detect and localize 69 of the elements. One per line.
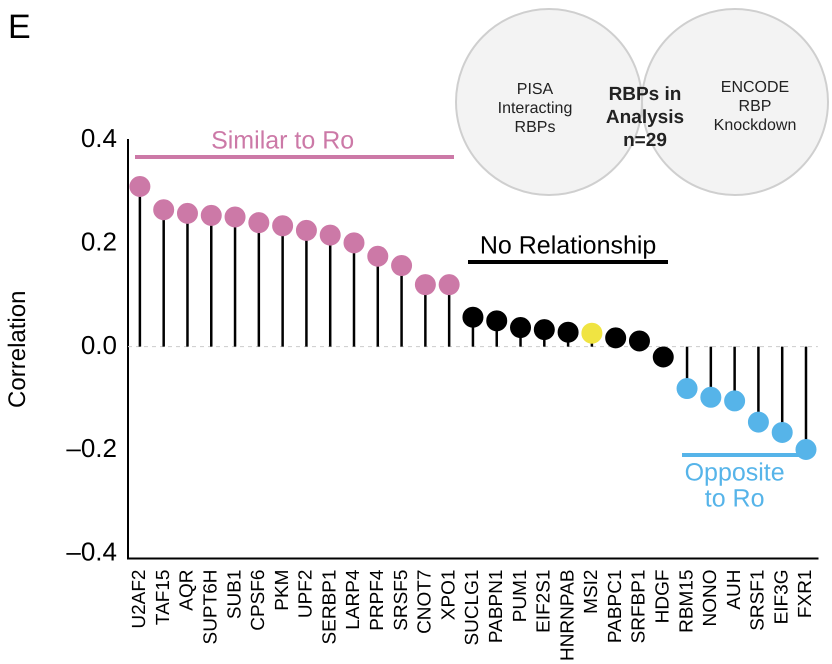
x-tick-label: CNOT7 xyxy=(414,570,436,634)
point xyxy=(344,232,364,254)
x-tick-label: EIF2S1 xyxy=(534,570,555,633)
x-tick-label: SUB1 xyxy=(224,570,246,620)
point xyxy=(558,322,579,343)
point xyxy=(438,274,460,296)
x-tick-label: SUCLG1 xyxy=(462,570,484,646)
point xyxy=(748,412,769,433)
point xyxy=(724,390,746,412)
point xyxy=(129,176,150,197)
x-tick-label: EIF3G xyxy=(771,570,792,624)
point xyxy=(628,330,650,352)
x-tick-label: PRPF4 xyxy=(367,569,388,631)
x-tick-label: TAF15 xyxy=(152,570,174,626)
x-tick-label: XPO1 xyxy=(438,570,460,620)
venn-diagram: PISA Interacting RBPs RBPs in Analysis n=29 ENCODE RBP Knockdown xyxy=(455,8,831,200)
x-tick-label: FXR1 xyxy=(795,570,816,618)
point xyxy=(248,212,270,234)
x-tick-label: RBM15 xyxy=(676,570,698,633)
point xyxy=(534,319,555,340)
x-tick-label: HNRNPAB xyxy=(557,570,578,662)
x-tick-label: PABPN1 xyxy=(486,570,507,644)
point xyxy=(176,202,198,224)
y-tick-label: 0.4 xyxy=(80,123,117,154)
x-tick-label: PABPC1 xyxy=(604,570,626,644)
point xyxy=(462,306,484,328)
annotation: No Relationship xyxy=(480,231,656,260)
x-tick-label: U2AF2 xyxy=(129,570,150,629)
x-tick-label: SUPT6H xyxy=(200,570,222,644)
x-tick-label: AUH xyxy=(724,570,745,610)
point xyxy=(772,422,793,443)
point xyxy=(700,386,722,408)
y-tick-label: –0.4 xyxy=(66,536,117,567)
chart-title: E xyxy=(8,8,31,47)
point xyxy=(605,327,626,348)
x-tick-label: NONO xyxy=(700,570,722,627)
x-tick-label: LARP4 xyxy=(343,569,364,630)
annotation: Opposite to Ro xyxy=(684,458,785,512)
y-tick-label: –0.2 xyxy=(66,433,117,464)
x-tick-label: UPF2 xyxy=(296,570,317,618)
point xyxy=(320,224,341,246)
x-tick-label: MSI2 xyxy=(581,570,602,614)
x-tick-label: SRFBP1 xyxy=(628,570,650,644)
point xyxy=(510,317,532,338)
point xyxy=(391,255,412,276)
x-tick-label: AQR xyxy=(176,570,198,611)
x-tick-label: PUM1 xyxy=(510,570,531,622)
point xyxy=(486,310,508,332)
x-tick-label: CPSF6 xyxy=(248,570,270,631)
y-tick-label: 0.0 xyxy=(80,330,117,360)
x-tick-label: HDGF xyxy=(652,570,674,624)
x-tick-label: SRSF5 xyxy=(390,570,412,631)
point xyxy=(676,378,698,400)
point xyxy=(272,215,294,236)
point xyxy=(414,274,436,296)
x-tick-label: SRSF1 xyxy=(748,570,769,631)
point xyxy=(200,204,222,226)
y-tick-label: 0.2 xyxy=(80,226,117,257)
point xyxy=(296,220,317,241)
y-axis-title: Correlation xyxy=(4,290,32,408)
annotation: RBPs in Analysis n=29 xyxy=(605,84,685,152)
point xyxy=(652,346,674,368)
annotation: Similar to Ro xyxy=(211,126,354,154)
point xyxy=(224,206,246,228)
point xyxy=(153,199,174,220)
x-tick-label: SERBP1 xyxy=(319,570,340,644)
x-tick-label: PKM xyxy=(272,570,293,611)
point xyxy=(367,246,388,267)
point xyxy=(581,322,602,344)
